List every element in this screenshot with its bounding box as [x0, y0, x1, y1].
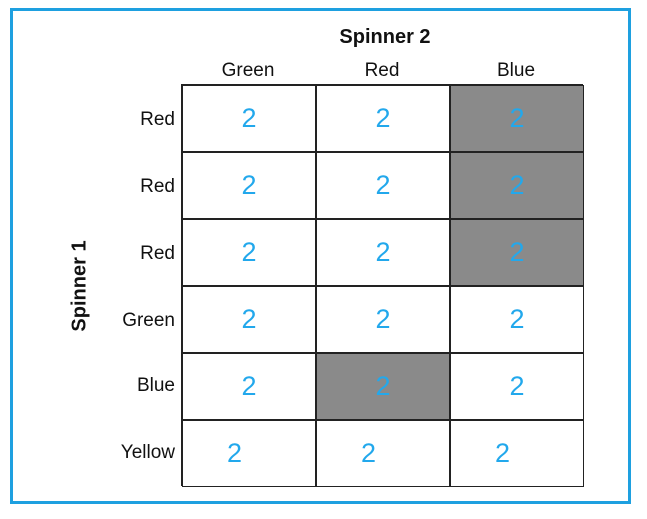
- row-label: Red: [140, 176, 175, 197]
- grid-cell: 2: [316, 85, 450, 152]
- grid-cell: 2: [182, 85, 316, 152]
- grid-cell: 2: [316, 286, 450, 353]
- grid-cell: 2: [316, 420, 450, 487]
- row-label: Red: [140, 109, 175, 130]
- grid-cell: 2: [450, 420, 584, 487]
- row-label: Red: [140, 243, 175, 264]
- grid-cell: 2: [450, 85, 584, 152]
- column-label-red: Red: [364, 60, 400, 81]
- table-frame: [10, 8, 631, 504]
- outcome-grid: 2 2 2 2 2 2 2 2 2 2 2 2 2 2 2 2 2 2: [181, 84, 584, 487]
- grid-cell: 2: [316, 152, 450, 219]
- column-label-green: Green: [221, 60, 275, 81]
- row-label: Yellow: [120, 442, 175, 463]
- grid-cell: 2: [316, 219, 450, 286]
- grid-cell: 2: [182, 286, 316, 353]
- grid-cell: 2: [450, 152, 584, 219]
- column-label-blue: Blue: [496, 60, 536, 81]
- grid-cell: 2: [182, 152, 316, 219]
- grid-cell: 2: [450, 353, 584, 420]
- spinner1-title: Spinner 1: [68, 240, 91, 332]
- row-label: Green: [122, 310, 175, 331]
- grid-cell: 2: [450, 219, 584, 286]
- grid-cell: 2: [450, 286, 584, 353]
- grid-cell: 2: [182, 353, 316, 420]
- spinner2-title: Spinner 2: [339, 26, 431, 48]
- row-label: Blue: [136, 375, 175, 396]
- grid-cell: 2: [182, 420, 316, 487]
- grid-cell: 2: [182, 219, 316, 286]
- grid-cell: 2: [316, 353, 450, 420]
